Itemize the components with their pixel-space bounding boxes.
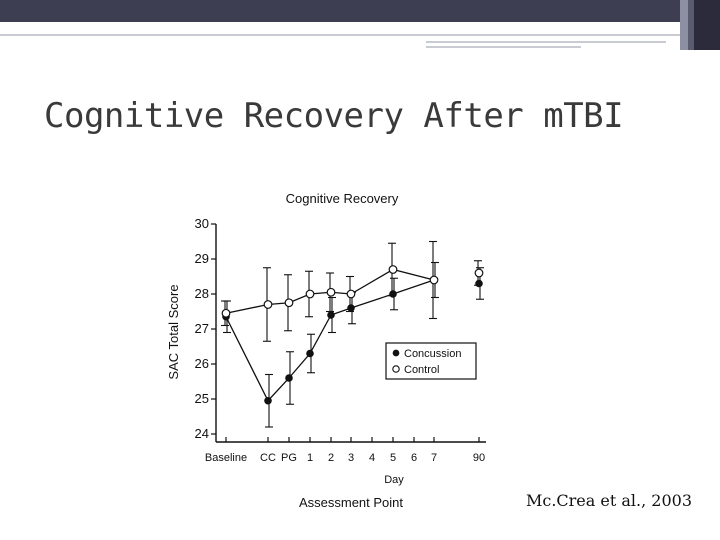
concussion-point-2 xyxy=(327,311,335,319)
concussion-point-5 xyxy=(389,290,397,298)
y-tick-label-27: 27 xyxy=(195,321,209,336)
header-rule-3 xyxy=(426,46,581,48)
x-axis-label: Assessment Point xyxy=(299,495,403,510)
y-tick-label-30: 30 xyxy=(195,216,209,231)
y-tick-label-28: 28 xyxy=(195,286,209,301)
legend-label-concussion: Concussion xyxy=(404,348,461,360)
concussion-point-CC xyxy=(264,396,272,405)
x-tick-label-2: 2 xyxy=(328,452,334,464)
data-markers xyxy=(221,265,484,405)
x-tick-label-6: 6 xyxy=(411,452,417,464)
x-tick-label-5: 5 xyxy=(390,452,396,464)
header-accent-light xyxy=(680,0,688,50)
control-point-CC xyxy=(263,300,273,309)
y-tick-label-25: 25 xyxy=(195,391,209,406)
x-tick-label-CC: CC xyxy=(260,452,276,464)
y-axis-label: SAC Total Score xyxy=(166,284,181,379)
legend-marker-control xyxy=(392,365,400,373)
control-point-Baseline xyxy=(221,308,231,318)
slide-title: Cognitive Recovery After mTBI xyxy=(44,96,624,136)
header-rule-2 xyxy=(426,41,666,43)
header-bar xyxy=(0,0,720,50)
x-tick-label-3: 3 xyxy=(348,452,354,464)
x-tick-label-7: 7 xyxy=(431,452,437,464)
x-axis-sublabel: Day xyxy=(384,474,404,486)
control-point-2 xyxy=(326,287,336,297)
concussion-point-PG xyxy=(285,374,293,382)
control-point-1 xyxy=(305,289,315,299)
x-tick-label-90: 90 xyxy=(473,452,485,464)
x-tick-label-Baseline: Baseline xyxy=(205,452,247,464)
control-point-90 xyxy=(474,268,484,278)
error-bars xyxy=(221,240,484,428)
legend-box xyxy=(385,342,477,380)
control-point-5 xyxy=(388,265,398,274)
y-tick-label-24: 24 xyxy=(195,426,209,441)
y-tick-label-29: 29 xyxy=(195,251,209,266)
control-point-PG xyxy=(284,298,294,308)
control-point-3 xyxy=(346,289,356,299)
chart-title: Cognitive Recovery xyxy=(286,191,399,206)
citation: Mc.Crea et al., 2003 xyxy=(525,491,692,510)
header-accent-dark xyxy=(694,0,720,50)
concussion-point-3 xyxy=(347,304,355,312)
legend: Concussion Control xyxy=(385,342,477,380)
x-tick-label-4: 4 xyxy=(369,452,375,464)
legend-marker-concussion xyxy=(392,349,400,357)
concussion-line xyxy=(225,279,435,402)
concussion-point-90 xyxy=(475,279,483,288)
x-tick-label-1: 1 xyxy=(307,452,313,464)
chart-axes: 24 25 26 27 28 29 30 Baseline CC PG 1 2 3 4 5 6 7 90 xyxy=(195,216,486,464)
control-point-7 xyxy=(429,275,439,285)
y-tick-label-26: 26 xyxy=(195,356,209,371)
header-rule-1 xyxy=(0,34,680,36)
x-tick-label-PG: PG xyxy=(281,452,297,464)
legend-label-control: Control xyxy=(404,364,439,376)
concussion-point-1 xyxy=(306,349,314,358)
header-accent-mid xyxy=(688,0,694,50)
